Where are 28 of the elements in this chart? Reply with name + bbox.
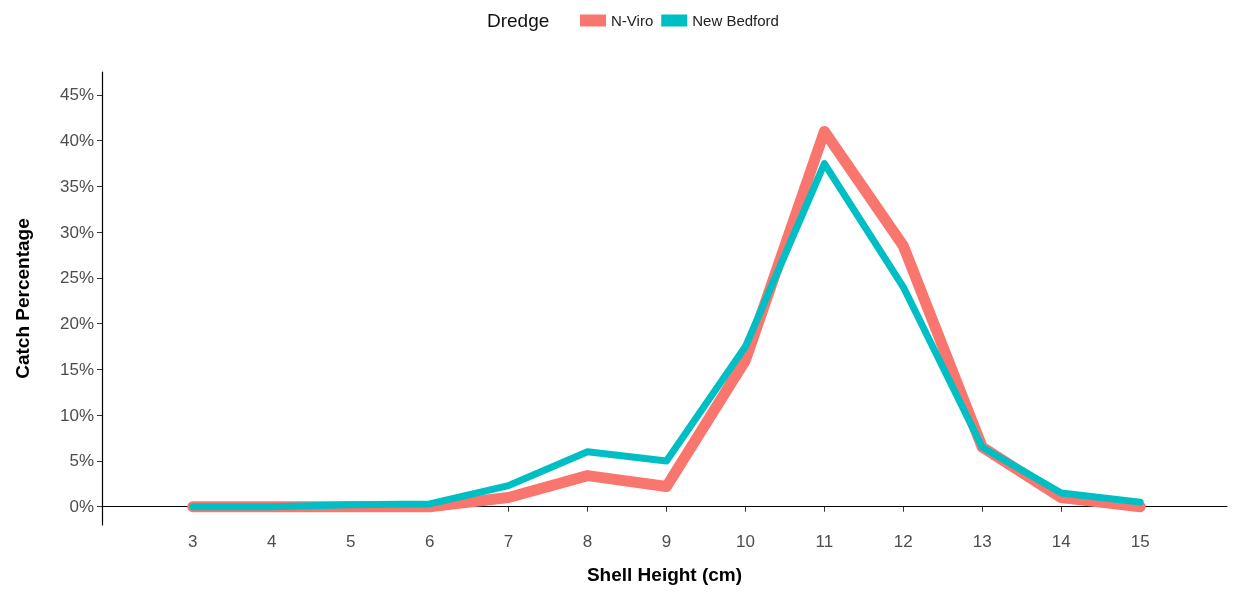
y-tick-label: 30%	[59, 222, 94, 242]
y-tick-label: 15%	[59, 359, 94, 379]
x-tick-label: 8	[582, 532, 593, 551]
y-tick-label: 45%	[59, 85, 94, 105]
y-tick-label: 35%	[59, 176, 94, 196]
y-tick-label: 25%	[59, 268, 94, 288]
x-tick-label: 9	[661, 532, 672, 551]
x-tick-label: 10	[735, 532, 755, 551]
y-tick-label: 10%	[59, 405, 94, 425]
y-tick-label: 20%	[59, 314, 94, 334]
y-axis-title: Catch Percentage	[12, 218, 33, 379]
x-tick-label: 3	[188, 532, 198, 551]
legend-label: New Bedford	[692, 12, 779, 29]
x-tick-label: 15	[1130, 532, 1150, 551]
x-tick-label: 14	[1051, 532, 1071, 551]
x-tick-label: 13	[972, 532, 992, 551]
y-tick-label: 5%	[69, 451, 94, 471]
y-tick-label: 40%	[59, 131, 94, 151]
y-tick-label: 0%	[69, 497, 94, 517]
x-tick-label: 5	[345, 532, 356, 551]
x-tick-label: 12	[893, 532, 913, 551]
legend-label: N-Viro	[611, 12, 654, 29]
x-tick-label: 11	[815, 532, 834, 551]
x-tick-label: 6	[424, 532, 435, 551]
x-tick-label: 4	[267, 532, 277, 551]
x-tick-label: 7	[503, 532, 514, 551]
legend-title: Dredge	[487, 10, 550, 31]
x-axis-title: Shell Height (cm)	[586, 564, 743, 585]
